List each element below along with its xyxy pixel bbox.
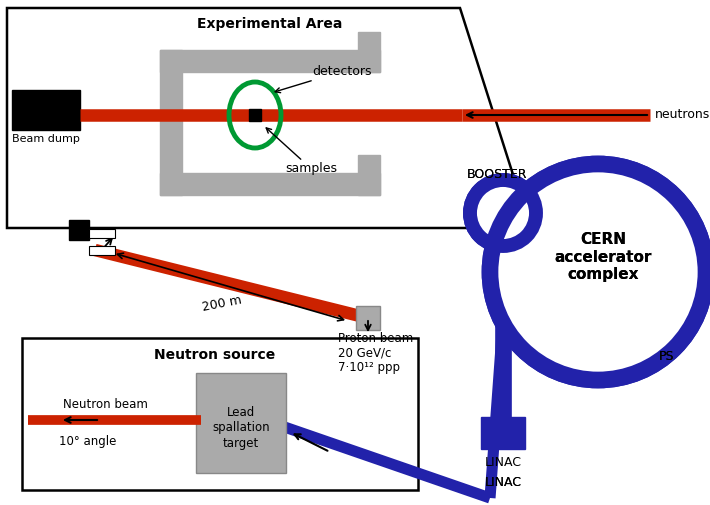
Bar — [160, 50, 380, 72]
Bar — [358, 156, 380, 195]
Text: neutrons: neutrons — [655, 109, 710, 122]
Text: BOOSTER: BOOSTER — [466, 169, 528, 181]
Text: PS: PS — [658, 350, 674, 364]
Text: Proton beam
20 GeV/c
7·10¹² ppp: Proton beam 20 GeV/c 7·10¹² ppp — [338, 331, 413, 375]
Text: Neutron source: Neutron source — [154, 348, 275, 362]
Text: LINAC: LINAC — [484, 477, 522, 489]
Text: 10° angle: 10° angle — [60, 435, 116, 448]
Text: Neutron beam: Neutron beam — [62, 398, 148, 412]
Text: Lead
spallation
target: Lead spallation target — [212, 407, 270, 449]
Circle shape — [476, 186, 530, 240]
Circle shape — [490, 164, 706, 380]
Bar — [89, 246, 115, 255]
Bar — [12, 90, 80, 130]
Bar — [356, 306, 380, 330]
Bar — [358, 32, 380, 72]
Text: CERN
accelerator
complex: CERN accelerator complex — [555, 232, 652, 282]
Bar — [69, 220, 89, 240]
Polygon shape — [22, 338, 418, 490]
Bar — [160, 173, 380, 195]
Text: LINAC: LINAC — [484, 477, 522, 489]
Polygon shape — [7, 8, 530, 228]
Bar — [196, 373, 286, 473]
Circle shape — [497, 171, 699, 373]
Circle shape — [470, 180, 536, 246]
Text: Beam dump: Beam dump — [12, 134, 80, 144]
Text: BOOSTER: BOOSTER — [466, 169, 528, 181]
Text: PS: PS — [658, 350, 674, 364]
Text: Experimental Area: Experimental Area — [197, 17, 343, 31]
Bar — [481, 417, 525, 449]
Text: LINAC: LINAC — [484, 456, 522, 469]
Text: 200 m: 200 m — [201, 294, 242, 314]
Text: CERN
accelerator
complex: CERN accelerator complex — [555, 232, 652, 282]
Bar — [249, 109, 261, 121]
Bar — [160, 50, 182, 195]
Text: samples: samples — [266, 128, 337, 175]
Text: detectors: detectors — [275, 65, 371, 93]
Bar — [89, 229, 115, 238]
